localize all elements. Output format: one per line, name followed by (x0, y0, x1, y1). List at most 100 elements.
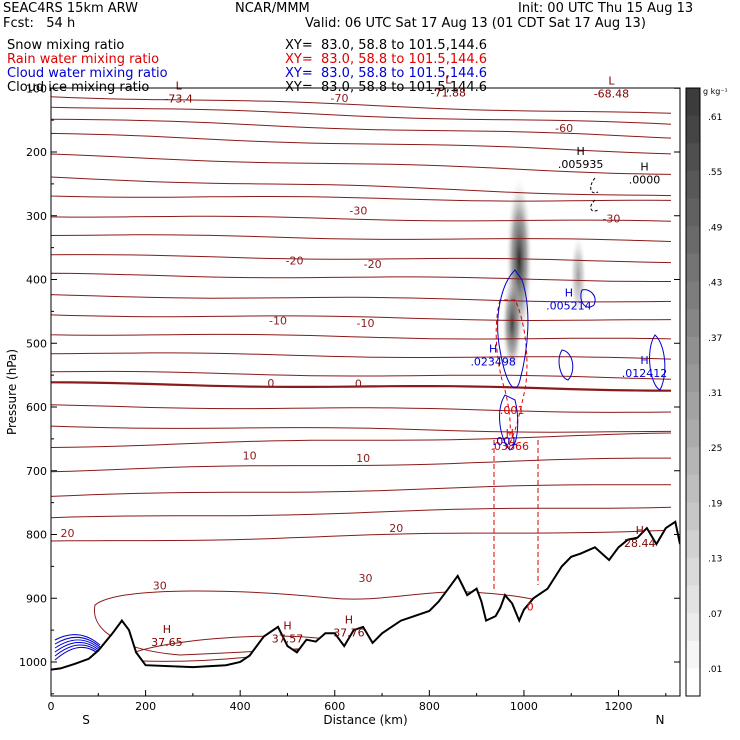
ytick-label-2: 300 (26, 210, 47, 223)
extremum-value-8: .03866 (490, 440, 529, 453)
colorbar-cell-21 (686, 668, 700, 697)
xtick-label-1: 200 (135, 700, 156, 713)
temp-label-text: 0 (267, 377, 274, 390)
y-axis-label: Pressure (hPa) (5, 349, 19, 435)
cloud-contour-surface-3 (54, 642, 101, 653)
temp-label-text: 20 (61, 527, 75, 540)
extremum-value-1: -71.88 (431, 86, 466, 99)
colorbar-cell-20 (686, 640, 700, 669)
colorbar-cell-3 (686, 170, 700, 200)
extremum-value-7: .012412 (622, 367, 668, 380)
temp-label-11: 10 (356, 452, 370, 465)
field-cloudwater-xy: XY= 83.0, 58.8 to 101.5,144.6 (285, 66, 488, 81)
isotherm-line-14 (51, 352, 672, 360)
temp-label-text: 30 (153, 580, 167, 593)
terrain-layer (51, 520, 680, 696)
isotherm-line-9 (51, 254, 672, 264)
ytick-label-0: 100 (26, 82, 47, 95)
colorbar: .01 .07 .13 .19 .25 .31 .37 .43 .49 .55 .61 g kg⁻¹ (685, 87, 728, 697)
isotherm-line-7 (51, 215, 672, 222)
temp-label-text: -70 (331, 92, 349, 105)
snow-shading-layer (502, 177, 587, 375)
temp-label-8: 0 (267, 377, 274, 390)
extremum-value-11: 37.57 (272, 633, 304, 646)
snow-shade-lower (502, 274, 523, 375)
colorbar-label-1: .07 (708, 610, 722, 620)
temp-label-15: 30 (359, 572, 373, 585)
temp-label-text: 20 (389, 522, 403, 535)
isotherm-line-1 (51, 106, 672, 125)
temp-label-12: 20 (61, 527, 75, 540)
contour-label-2: 0 (527, 601, 534, 614)
init-time: Init: 00 UTC Thu 15 Aug 13 (518, 1, 694, 16)
extremum-value-5: .005214 (546, 299, 592, 312)
colorbar-label-8: .49 (708, 223, 723, 233)
temp-label-text: -30 (349, 205, 367, 218)
isotherm-line-19 (51, 432, 672, 449)
isotherm-line-12 (51, 314, 672, 322)
colorbar-unit: g kg⁻¹ (703, 87, 728, 96)
colorbar-cell-2 (686, 143, 700, 172)
cloud-contour-mid (580, 289, 596, 308)
colorbar-label-5: .31 (708, 389, 722, 399)
model-title: SEAC4RS 15km ARW (3, 1, 139, 16)
cloud-contour-upper (497, 269, 529, 389)
contour-label-0: .001 (500, 404, 525, 417)
extremum-kind-4: H (640, 161, 648, 174)
xtick-label-2: 400 (230, 700, 251, 713)
colorbar-label-3: .19 (708, 499, 723, 509)
extremum-value-3: .005935 (558, 158, 604, 171)
isotherm-line-16 (51, 381, 672, 392)
colorbar-label-4: .25 (708, 444, 722, 454)
extremum-value-6: .023498 (470, 355, 516, 368)
colorbar-cell-12 (686, 419, 700, 448)
extremum-kind-11: H (283, 620, 291, 633)
temp-label-0: -70 (331, 92, 349, 105)
extremum-value-2: -68.48 (594, 88, 629, 101)
temp-label-text: -20 (364, 258, 382, 271)
rain-contour-top (495, 299, 528, 451)
temp-label-9: 0 (355, 377, 362, 390)
ytick-label-9: 1000 (19, 656, 47, 669)
cloud-contour-small (558, 349, 574, 381)
temp-label-text: -10 (269, 314, 287, 327)
isotherm-line-13 (51, 333, 672, 340)
isotherm-line-11 (51, 294, 672, 303)
xtick-label-3: 600 (324, 700, 345, 713)
cloud-contour-surface-1 (54, 636, 101, 648)
ice-contour (590, 177, 599, 212)
colorbar-cell-18 (686, 585, 700, 614)
xtick-label-0: 0 (48, 700, 55, 713)
colorbar-frame (685, 87, 701, 697)
colorbar-cell-7 (686, 281, 700, 310)
colorbar-cell-13 (686, 447, 700, 476)
plot-frame (50, 87, 681, 697)
cloud-contour-surface-4 (54, 644, 101, 657)
isotherm-line-21 (51, 484, 672, 497)
colorbar-cell-11 (686, 392, 700, 421)
field-snow-xy: XY= 83.0, 58.8 to 101.5,144.6 (285, 38, 488, 53)
ytick-label-7: 800 (26, 529, 47, 542)
extremum-kind-10: H (163, 623, 171, 636)
temp-label-3: -30 (602, 212, 620, 225)
temp-label-5: -20 (364, 258, 382, 271)
cloud-contour-surface-0 (54, 634, 101, 646)
temp-label-1: -60 (555, 122, 573, 135)
extremum-kind-12: H (345, 613, 353, 626)
field-snow-name: Snow mixing ratio (7, 38, 125, 53)
isotherm-line-10 (51, 272, 671, 282)
isotherm-line-22 (51, 506, 672, 519)
colorbar-label-7: .43 (708, 279, 722, 289)
cloud-contour-right (649, 334, 666, 391)
extremum-value-4: .0000 (629, 174, 661, 187)
extremum-kind-9: H (636, 524, 644, 537)
colorbar-cell-16 (686, 530, 700, 559)
ytick-label-1: 200 (26, 146, 47, 159)
temp-label-7: -10 (357, 317, 375, 330)
extremum-kind-6: H (489, 342, 497, 355)
colorbar-cell-6 (686, 253, 700, 282)
colorbar-cell-17 (686, 557, 700, 586)
isotherm-line-18 (51, 425, 672, 433)
